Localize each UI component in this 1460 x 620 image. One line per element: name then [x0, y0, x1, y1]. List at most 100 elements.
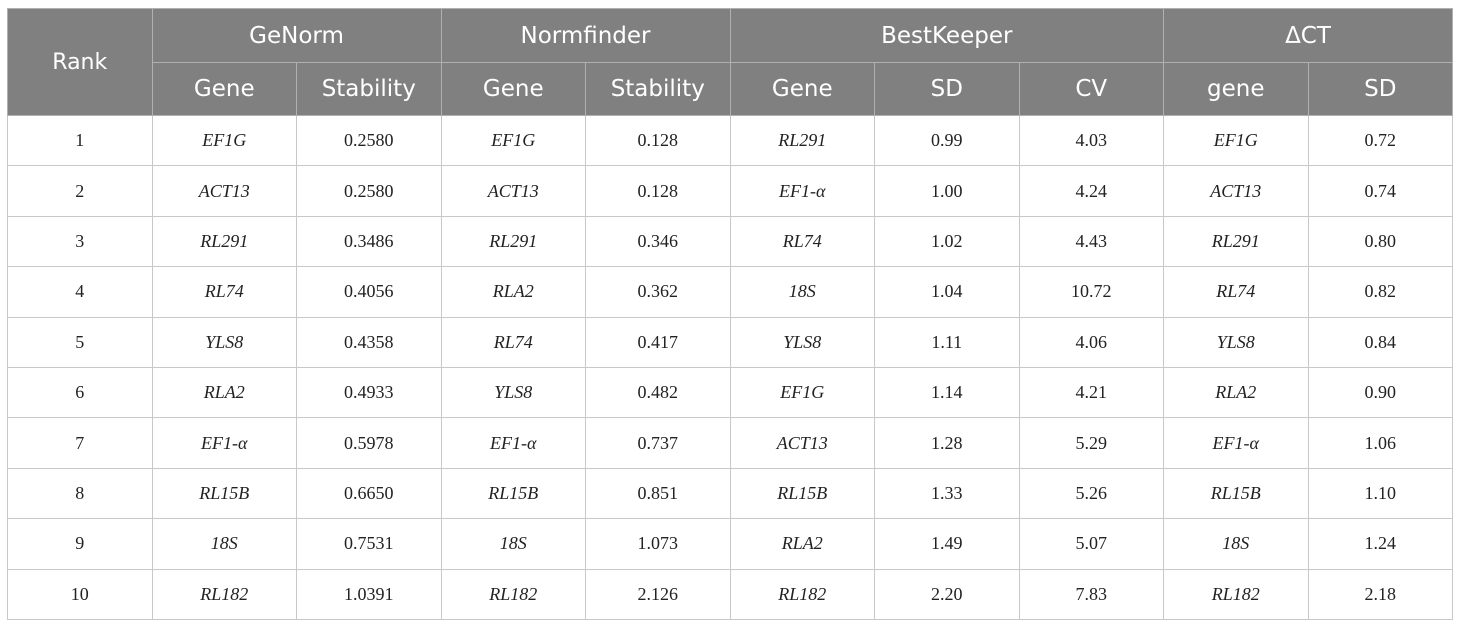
- gene-cell: RL74: [440, 316, 586, 368]
- gene-cell: RL182: [440, 568, 586, 620]
- column-header: Stability: [585, 62, 731, 116]
- gene-cell: RL74: [1163, 266, 1309, 318]
- value-cell: 0.84: [1307, 316, 1453, 368]
- value-cell: 0.6650: [296, 467, 442, 520]
- gene-cell: RL15B: [151, 467, 297, 520]
- group-header-row: Rank GeNorm Normfinder BestKeeper ΔCT: [7, 8, 1453, 116]
- rank-cell: 10: [7, 568, 153, 620]
- value-cell: 1.11: [874, 316, 1020, 368]
- table-row: 8 RL15B 0.6650 RL15B 0.851 RL15B 1.33 5.26 RL15B…: [7, 467, 1453, 520]
- value-cell: 0.2580: [296, 165, 442, 217]
- rank-cell: 9: [7, 518, 153, 570]
- gene-cell: RL291: [1163, 215, 1309, 268]
- gene-cell: YLS8: [729, 316, 875, 368]
- gene-cell: RL74: [151, 266, 297, 318]
- rank-cell: 7: [7, 417, 153, 469]
- column-header: Gene: [440, 62, 586, 116]
- value-cell: 10.72: [1018, 266, 1164, 318]
- value-cell: 1.06: [1307, 417, 1453, 469]
- gene-cell: EF1-α: [729, 165, 875, 217]
- value-cell: 0.362: [585, 266, 731, 318]
- column-header-row: Gene Stability Gene Stability Gene SD CV gene SD: [8, 62, 1453, 116]
- value-cell: 0.90: [1307, 366, 1453, 419]
- value-cell: 0.417: [585, 316, 731, 368]
- column-header: Stability: [296, 62, 442, 116]
- column-header: SD: [1307, 62, 1453, 116]
- gene-cell: RL15B: [440, 467, 586, 520]
- table-row: 4 RL74 0.4056 RLA2 0.362 18S 1.04 10.72 RL74 0.82: [7, 266, 1453, 318]
- gene-cell: RL15B: [1163, 467, 1309, 520]
- value-cell: 0.2580: [296, 114, 442, 167]
- value-cell: 1.0391: [296, 568, 442, 620]
- gene-cell: ACT13: [151, 165, 297, 217]
- value-cell: 5.07: [1018, 518, 1164, 570]
- value-cell: 1.24: [1307, 518, 1453, 570]
- gene-cell: RL291: [151, 215, 297, 268]
- gene-cell: RL291: [440, 215, 586, 268]
- value-cell: 1.49: [874, 518, 1020, 570]
- gene-cell: EF1-α: [151, 417, 297, 469]
- page: {"table": { "rank_header": "Rank", "grou…: [7, 8, 1453, 620]
- gene-cell: RL182: [1163, 568, 1309, 620]
- gene-cell: EF1G: [1163, 114, 1309, 167]
- gene-cell: EF1G: [151, 114, 297, 167]
- column-header: SD: [874, 62, 1020, 116]
- table-row: 2 ACT13 0.2580 ACT13 0.128 EF1-α 1.00 4.24 ACT13…: [7, 165, 1453, 217]
- value-cell: 4.21: [1018, 366, 1164, 419]
- group-header: GeNorm: [151, 8, 442, 63]
- column-header: gene: [1163, 62, 1309, 116]
- gene-cell: RLA2: [151, 366, 297, 419]
- value-cell: 1.10: [1307, 467, 1453, 520]
- gene-cell: RL182: [729, 568, 875, 620]
- value-cell: 1.00: [874, 165, 1020, 217]
- value-cell: 0.80: [1307, 215, 1453, 268]
- gene-cell: RL74: [729, 215, 875, 268]
- gene-cell: ACT13: [440, 165, 586, 217]
- value-cell: 4.24: [1018, 165, 1164, 217]
- rank-cell: 6: [7, 366, 153, 419]
- value-cell: 0.346: [585, 215, 731, 268]
- value-cell: 0.128: [585, 165, 731, 217]
- gene-cell: RLA2: [729, 518, 875, 570]
- value-cell: 2.20: [874, 568, 1020, 620]
- value-cell: 0.7531: [296, 518, 442, 570]
- gene-cell: YLS8: [1163, 316, 1309, 368]
- value-cell: 0.74: [1307, 165, 1453, 217]
- column-header: Gene: [729, 62, 875, 116]
- table-head: Rank GeNorm Normfinder BestKeeper ΔCT Gene S…: [7, 8, 1453, 116]
- table-row: 5 YLS8 0.4358 RL74 0.417 YLS8 1.11 4.06 YLS8 0.84: [7, 316, 1453, 368]
- value-cell: 0.4358: [296, 316, 442, 368]
- ranking-table: Rank GeNorm Normfinder BestKeeper ΔCT Gene S…: [7, 8, 1453, 620]
- value-cell: 0.72: [1307, 114, 1453, 167]
- value-cell: 0.482: [585, 366, 731, 419]
- gene-cell: EF1G: [729, 366, 875, 419]
- value-cell: 0.99: [874, 114, 1020, 167]
- column-header: CV: [1018, 62, 1164, 116]
- value-cell: 2.18: [1307, 568, 1453, 620]
- rank-cell: 2: [7, 165, 153, 217]
- value-cell: 0.4056: [296, 266, 442, 318]
- gene-cell: ACT13: [729, 417, 875, 469]
- table-row: 9 18S 0.7531 18S 1.073 RLA2 1.49 5.07 18S 1.24: [7, 518, 1453, 570]
- value-cell: 5.26: [1018, 467, 1164, 520]
- gene-cell: 18S: [729, 266, 875, 318]
- value-cell: 4.06: [1018, 316, 1164, 368]
- gene-cell: 18S: [1163, 518, 1309, 570]
- gene-cell: 18S: [440, 518, 586, 570]
- gene-cell: YLS8: [440, 366, 586, 419]
- group-header: Normfinder: [440, 8, 731, 63]
- value-cell: 1.28: [874, 417, 1020, 469]
- gene-cell: YLS8: [151, 316, 297, 368]
- value-cell: 0.3486: [296, 215, 442, 268]
- value-cell: 1.33: [874, 467, 1020, 520]
- value-cell: 0.128: [585, 114, 731, 167]
- value-cell: 1.02: [874, 215, 1020, 268]
- value-cell: 4.43: [1018, 215, 1164, 268]
- rank-cell: 8: [7, 467, 153, 520]
- group-header: BestKeeper: [729, 8, 1164, 63]
- table-row: 1 EF1G 0.2580 EF1G 0.128 RL291 0.99 4.03 EF1G 0.7…: [7, 114, 1453, 167]
- column-header: Gene: [151, 62, 297, 116]
- gene-cell: RL182: [151, 568, 297, 620]
- value-cell: 4.03: [1018, 114, 1164, 167]
- gene-cell: EF1G: [440, 114, 586, 167]
